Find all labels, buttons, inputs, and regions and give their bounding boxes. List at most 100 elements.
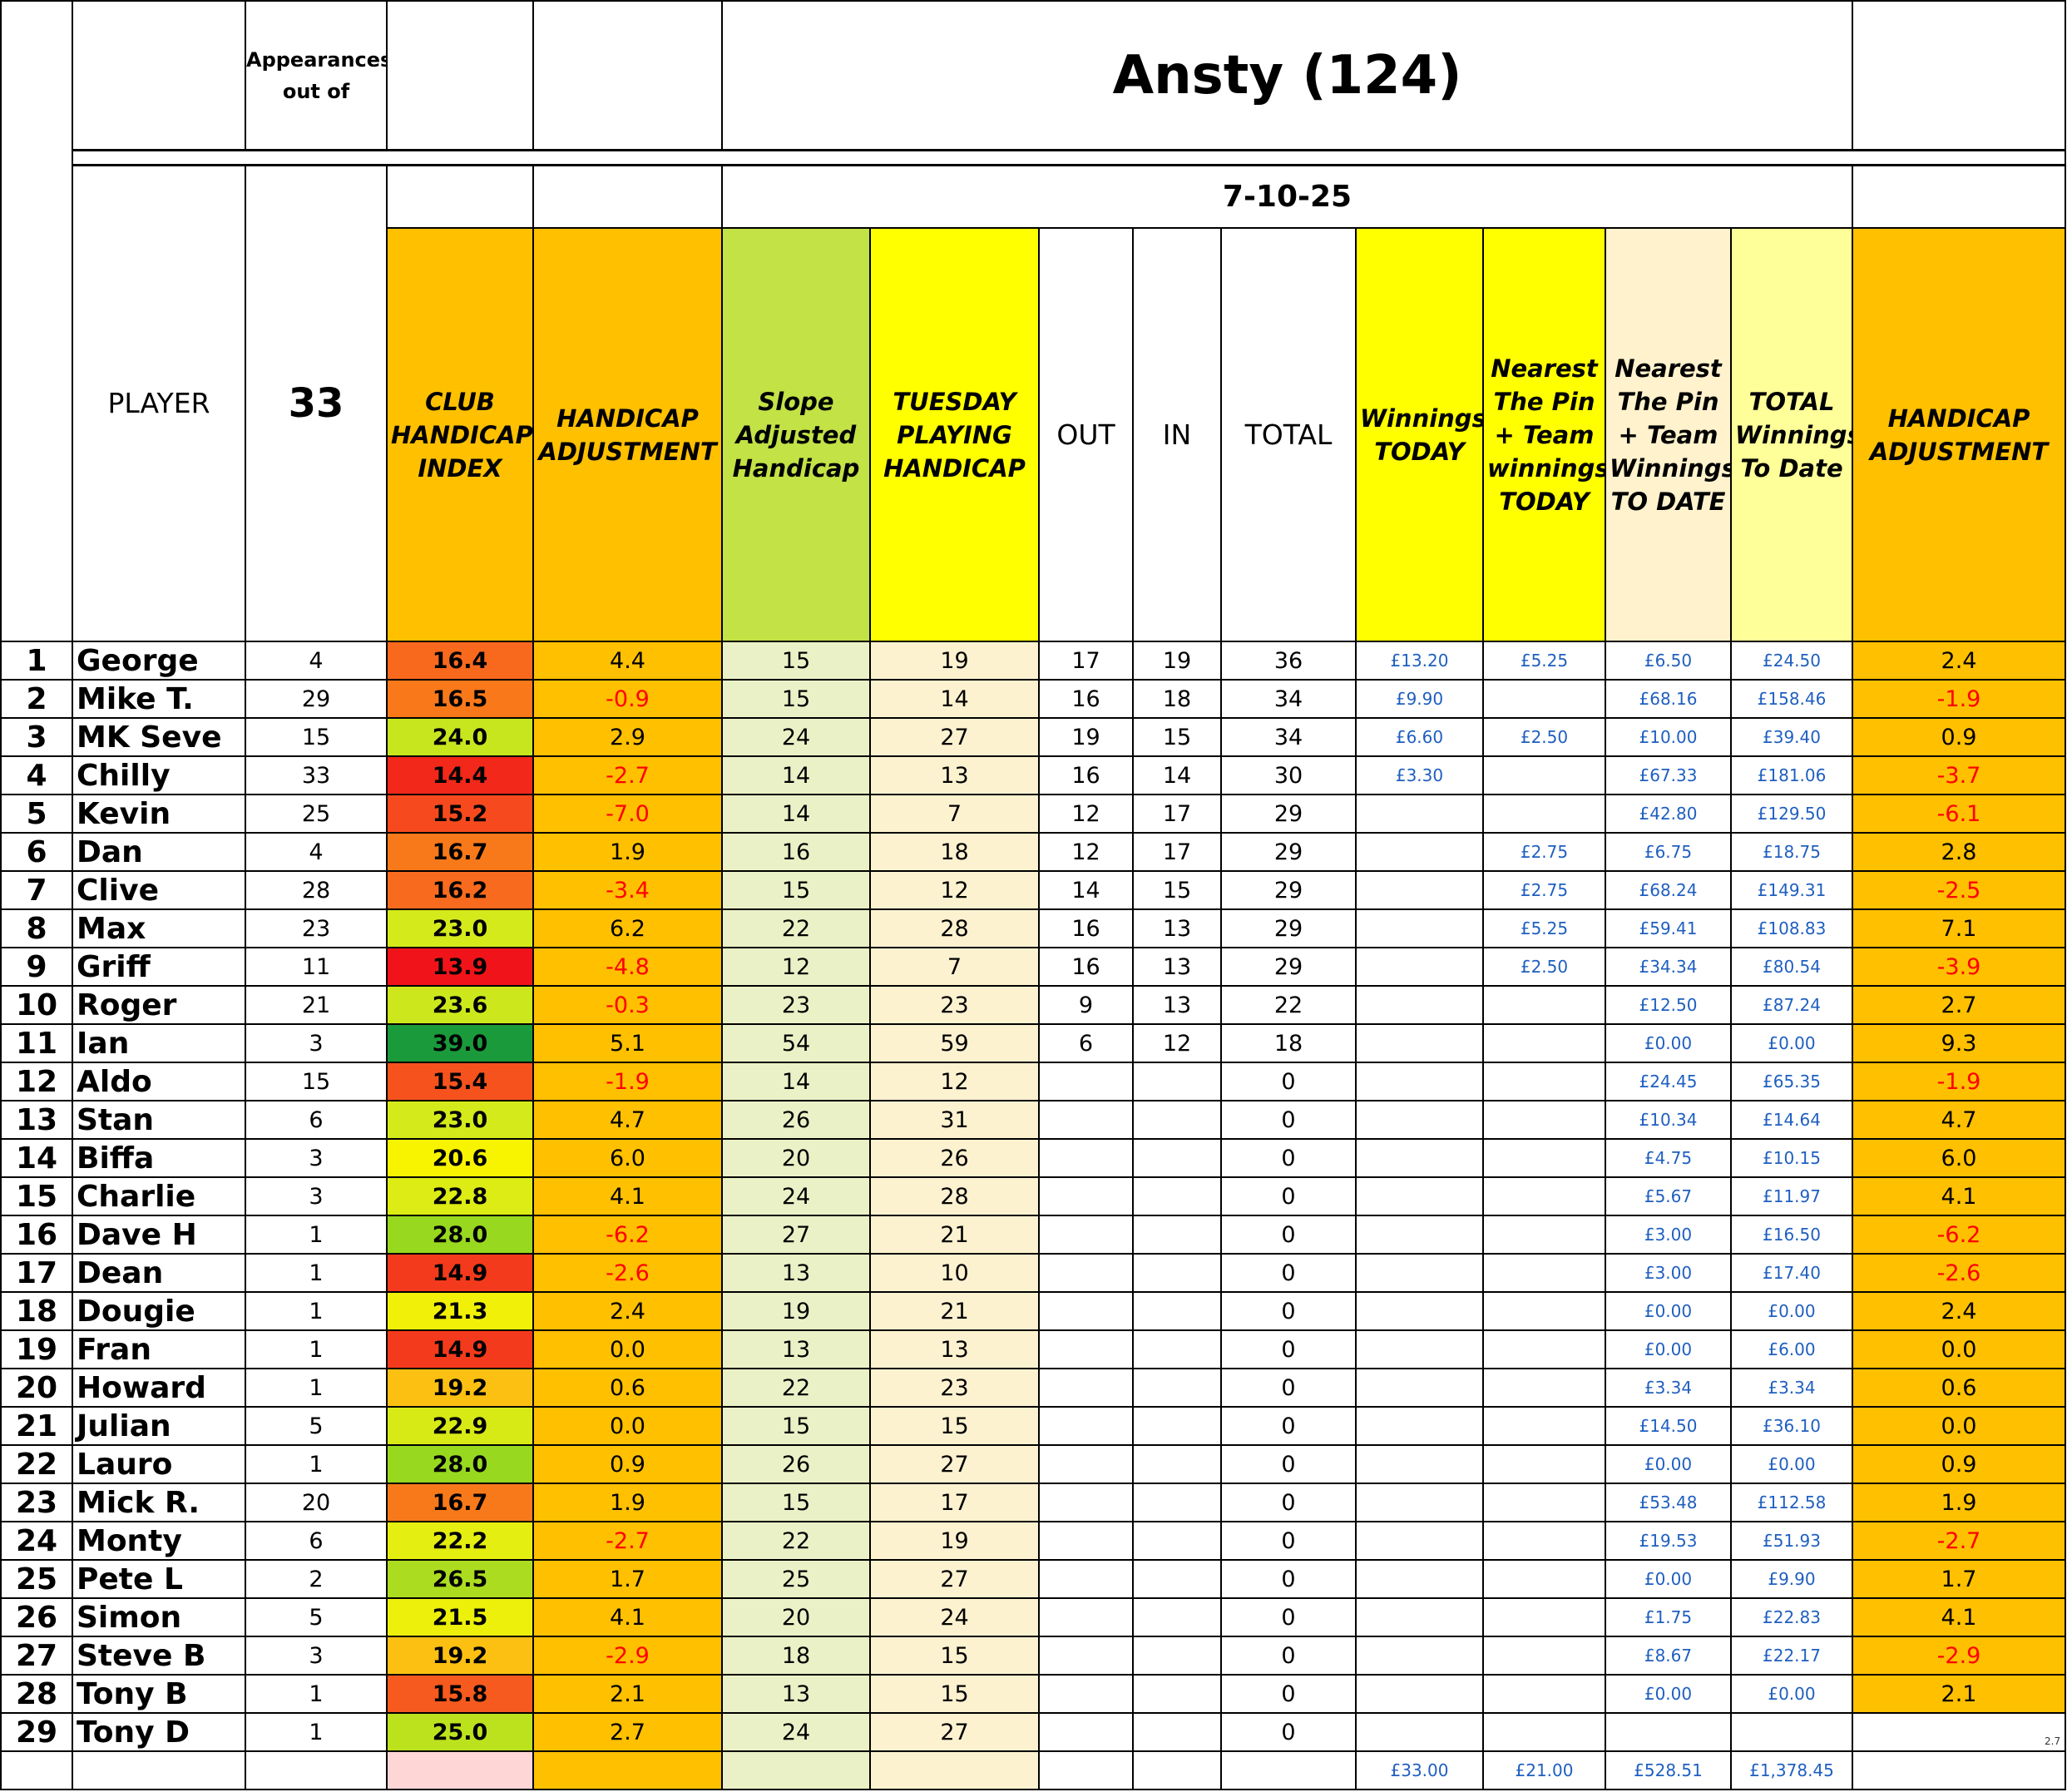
total-winnings: £24.50 xyxy=(1730,641,1853,681)
appearances-label: Appearances out of xyxy=(245,0,388,151)
score-total: 0 xyxy=(1220,1597,1357,1637)
handicap-adjustment: -6.2 xyxy=(532,1215,723,1255)
ntp-today: £5.25 xyxy=(1482,908,1606,948)
empty-cell xyxy=(1355,1176,1484,1216)
empty-cell xyxy=(1482,1597,1606,1637)
player-row: 20 Howard 1 19.2 0.6 22 23 0 £3.34 £3.34 0.6 xyxy=(0,1368,2066,1408)
row-number: 28 xyxy=(0,1674,73,1714)
handicap-adjustment: 4.1 xyxy=(532,1597,723,1637)
empty-cell xyxy=(1482,1712,1606,1752)
slope-handicap: 54 xyxy=(721,1023,871,1063)
slope-handicap: 20 xyxy=(721,1597,871,1637)
player-row: 8 Max 23 23.0 6.2 22 28 16 13 29 £5.25 £59.41 £108.8… xyxy=(0,908,2066,948)
empty-cell xyxy=(1038,1291,1134,1331)
slope-handicap: 22 xyxy=(721,908,871,948)
player-row: 24 Monty 6 22.2 -2.7 22 19 0 £19.53 £51.93 -2.7 xyxy=(0,1521,2066,1561)
slope-handicap: 13 xyxy=(721,1329,871,1369)
appearances: 6 xyxy=(245,1100,388,1140)
handicap-adjustment: 5.1 xyxy=(532,1023,723,1063)
blank-cell xyxy=(1852,164,2066,229)
score-in: 19 xyxy=(1132,641,1222,681)
empty-cell xyxy=(1482,1291,1606,1331)
handicap-adjustment-new: -3.7 xyxy=(1852,755,2066,795)
score-out: 16 xyxy=(1038,755,1134,795)
empty-cell xyxy=(1482,1368,1606,1408)
empty-cell xyxy=(532,1750,723,1790)
column-header: Nearest The Pin + Team Winnings TO DATE xyxy=(1605,227,1732,642)
player-name: Fran xyxy=(72,1329,246,1369)
club-index: 39.0 xyxy=(386,1023,534,1063)
empty-cell xyxy=(1355,1712,1484,1752)
player-row: 9 Griff 11 13.9 -4.8 12 7 16 13 29 £2.50 £34.34 £80.… xyxy=(0,947,2066,987)
slope-handicap: 22 xyxy=(721,1368,871,1408)
player-row: 18 Dougie 1 21.3 2.4 19 21 0 £0.00 £0.00 2.4 xyxy=(0,1291,2066,1331)
score-in: 15 xyxy=(1132,717,1222,757)
playing-handicap: 12 xyxy=(869,870,1040,910)
score-in: 15 xyxy=(1132,870,1222,910)
score-out: 14 xyxy=(1038,870,1134,910)
appearances: 6 xyxy=(245,1521,388,1561)
round-date: 7-10-25 xyxy=(721,164,1853,229)
playing-handicap: 28 xyxy=(869,1176,1040,1216)
empty-cell xyxy=(1605,1712,1732,1752)
appearances: 11 xyxy=(245,947,388,987)
appearances: 1 xyxy=(245,1291,388,1331)
column-header: PLAYER xyxy=(72,164,246,642)
player-row: 25 Pete L 2 26.5 1.7 25 27 0 £0.00 £9.90 1.7 xyxy=(0,1559,2066,1599)
appearances: 1 xyxy=(245,1674,388,1714)
total-winnings: £112.58 xyxy=(1730,1483,1853,1522)
empty-cell xyxy=(1355,1329,1484,1369)
winnings-today: £13.20 xyxy=(1355,641,1484,681)
total-winnings: £51.93 xyxy=(1730,1521,1853,1561)
total-winnings: £36.10 xyxy=(1730,1406,1853,1446)
row-number: 6 xyxy=(0,832,73,872)
ntp-to-date: £5.67 xyxy=(1605,1176,1732,1216)
club-index: 16.7 xyxy=(386,832,534,872)
total-winnings: £0.00 xyxy=(1730,1674,1853,1714)
empty-cell xyxy=(1482,755,1606,795)
player-row: 26 Simon 5 21.5 4.1 20 24 0 £1.75 £22.83 4.1 xyxy=(0,1597,2066,1637)
stray-note: 2.7 xyxy=(2045,1735,2061,1747)
empty-cell xyxy=(1482,1559,1606,1599)
ntp-to-date: £6.50 xyxy=(1605,641,1732,681)
slope-handicap: 12 xyxy=(721,947,871,987)
blank-cell xyxy=(72,0,246,151)
empty-cell xyxy=(1038,1368,1134,1408)
score-total: 22 xyxy=(1220,985,1357,1025)
empty-cell xyxy=(1355,1483,1484,1522)
slope-handicap: 23 xyxy=(721,985,871,1025)
ntp-to-date: £0.00 xyxy=(1605,1444,1732,1484)
total-winnings: £181.06 xyxy=(1730,755,1853,795)
empty-cell xyxy=(1038,1597,1134,1637)
ntp-to-date: £528.51 xyxy=(1605,1750,1732,1790)
empty-cell xyxy=(1355,985,1484,1025)
empty-cell xyxy=(1852,1712,2066,1752)
column-header: TOTAL xyxy=(1220,227,1357,642)
player-name: Dougie xyxy=(72,1291,246,1331)
handicap-adjustment: -7.0 xyxy=(532,794,723,834)
club-index: 16.7 xyxy=(386,1483,534,1522)
ntp-to-date: £53.48 xyxy=(1605,1483,1732,1522)
appearances: 3 xyxy=(245,1138,388,1178)
score-in: 13 xyxy=(1132,985,1222,1025)
empty-cell xyxy=(1482,1138,1606,1178)
empty-cell xyxy=(1355,1023,1484,1063)
club-index: 14.9 xyxy=(386,1329,534,1369)
club-index: 20.6 xyxy=(386,1138,534,1178)
empty-cell xyxy=(1482,1636,1606,1676)
sheet-title: Ansty (124) xyxy=(721,0,1853,151)
score-total: 30 xyxy=(1220,755,1357,795)
club-index: 23.0 xyxy=(386,908,534,948)
score-out: 16 xyxy=(1038,679,1134,719)
total-winnings: £16.50 xyxy=(1730,1215,1853,1255)
slope-handicap: 19 xyxy=(721,1291,871,1331)
playing-handicap: 15 xyxy=(869,1406,1040,1446)
appearances: 4 xyxy=(245,641,388,681)
player-row: 22 Lauro 1 28.0 0.9 26 27 0 £0.00 £0.00 0.9 xyxy=(0,1444,2066,1484)
empty-cell xyxy=(72,1750,246,1790)
handicap-adjustment-new: -1.9 xyxy=(1852,1062,2066,1101)
total-winnings: £158.46 xyxy=(1730,679,1853,719)
slope-handicap: 20 xyxy=(721,1138,871,1178)
empty-cell xyxy=(1220,1750,1357,1790)
blank-cell xyxy=(532,0,723,151)
